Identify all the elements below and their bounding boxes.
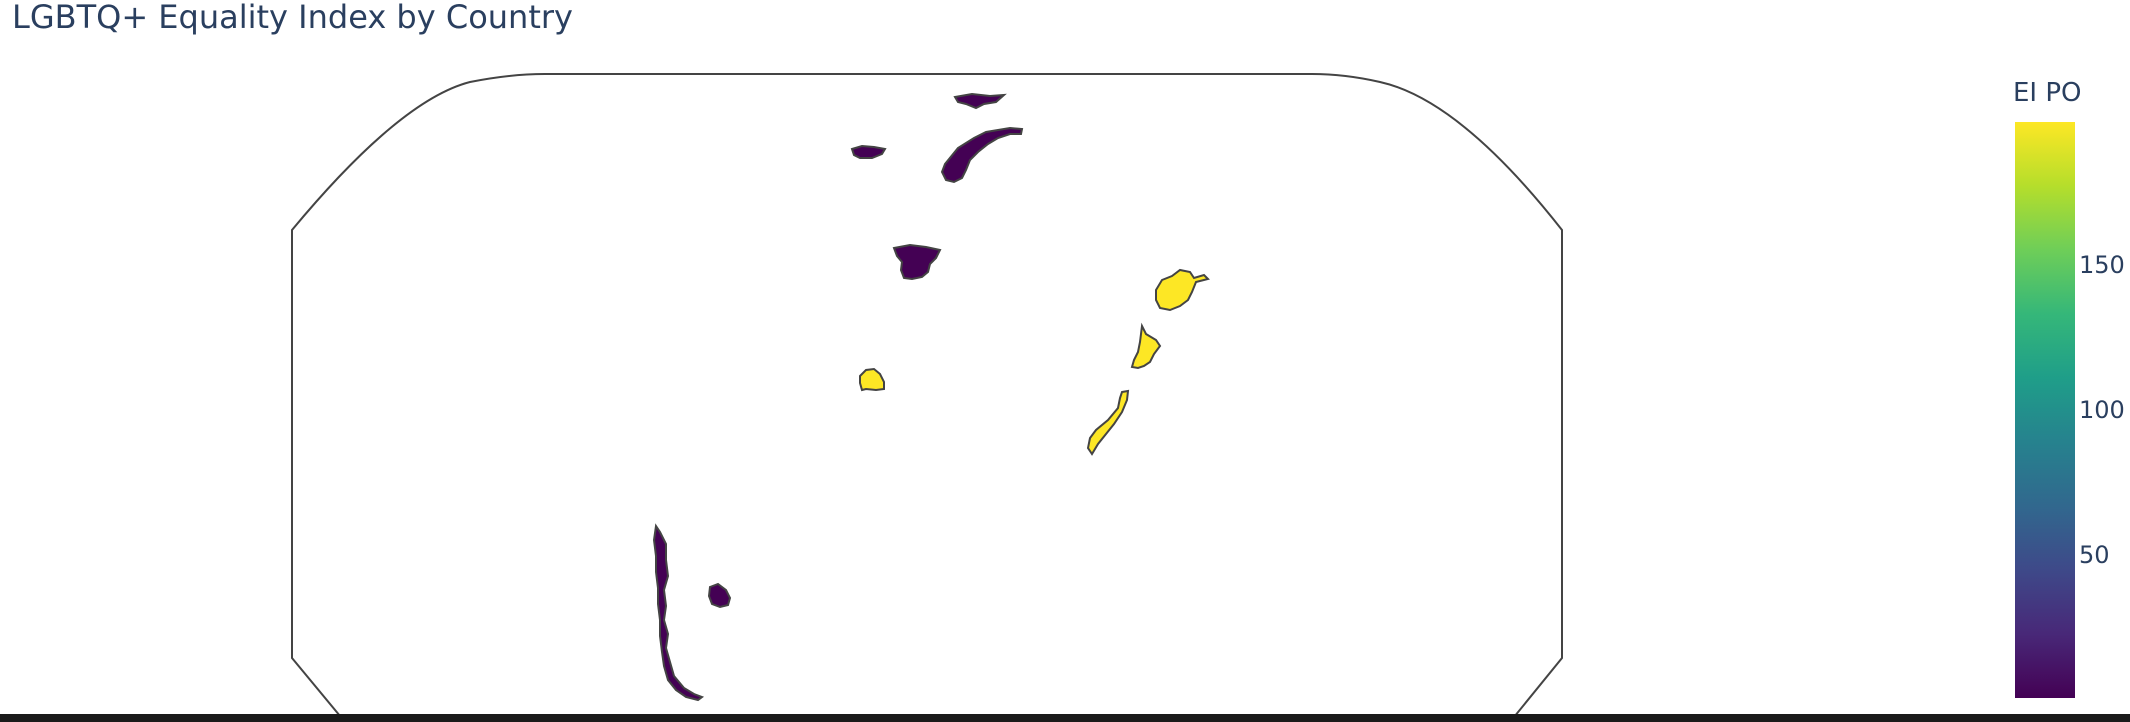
bottom-edge-bar (0, 714, 2130, 722)
colorbar (2015, 122, 2075, 698)
region-afghanistan[interactable] (1155, 268, 1210, 312)
colorbar-tick-label: 150 (2079, 250, 2125, 279)
region-somalia[interactable] (1086, 389, 1130, 456)
region-ireland[interactable] (850, 144, 887, 159)
colorbar-gradient (2015, 122, 2075, 698)
chart-title: LGBTQ+ Equality Index by Country (12, 0, 573, 36)
colorbar-tick-label: 50 (2079, 541, 2110, 570)
country-regions (652, 92, 1210, 702)
colorbar-title: EI PO (2013, 78, 2082, 108)
region-chile[interactable] (652, 523, 705, 702)
region-senegal[interactable] (859, 367, 885, 392)
region-norway[interactable] (940, 126, 1024, 184)
colorbar-tick-label: 100 (2079, 396, 2125, 424)
map-frame (291, 73, 1563, 722)
region-yemen[interactable] (1130, 322, 1162, 370)
region-uruguay[interactable] (707, 582, 732, 609)
region-iceland[interactable] (953, 92, 1007, 110)
region-spain[interactable] (892, 243, 942, 281)
